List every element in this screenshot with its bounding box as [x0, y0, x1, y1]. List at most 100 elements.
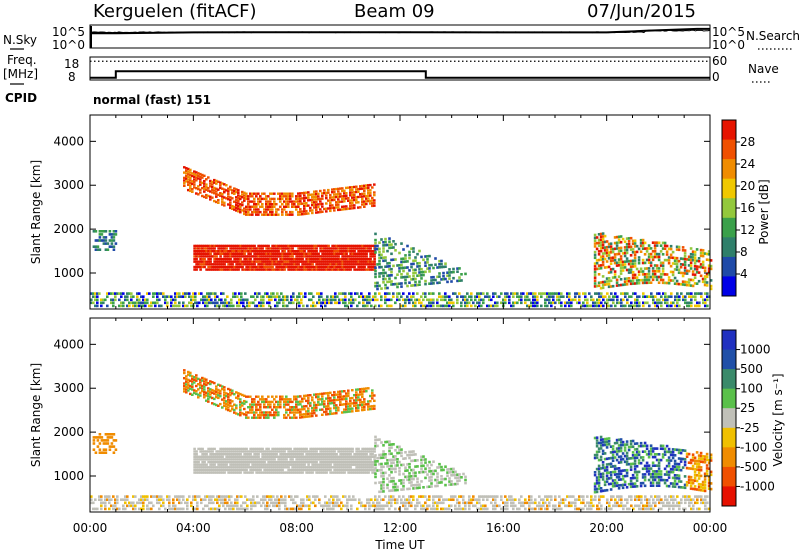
power-cell — [605, 265, 609, 269]
power-cell — [282, 298, 285, 302]
power-cell — [376, 287, 379, 291]
power-cell — [317, 265, 320, 269]
velocity-cell — [670, 498, 673, 501]
power-cell — [690, 295, 693, 298]
velocity-cell — [235, 458, 238, 461]
power-cell — [299, 210, 302, 213]
power-cell — [428, 264, 431, 267]
power-cell — [550, 292, 553, 295]
power-cell — [301, 268, 304, 271]
velocity-cell — [706, 507, 709, 511]
power-cell — [291, 192, 294, 195]
power-cell — [341, 250, 344, 253]
power-cell — [237, 260, 240, 263]
velocity-cell — [359, 403, 362, 407]
power-cell — [221, 198, 224, 201]
power-cell — [221, 192, 224, 196]
power-cell — [269, 260, 272, 263]
power-cell — [486, 292, 489, 295]
velocity-cell — [438, 501, 441, 505]
power-cell — [623, 263, 627, 266]
power-cell — [215, 265, 218, 269]
velocity-cell — [594, 495, 597, 498]
power-cell — [374, 272, 377, 276]
velocity-cell — [279, 395, 282, 398]
power-cell — [371, 268, 374, 271]
velocity-cell — [199, 381, 202, 384]
power-cell — [476, 292, 479, 295]
power-cell — [215, 252, 218, 255]
velocity-cell — [235, 455, 238, 458]
velocity-cell — [209, 453, 212, 456]
velocity-cell — [250, 501, 253, 505]
power-cell — [402, 248, 405, 251]
power-cell — [315, 244, 318, 248]
power-cell — [303, 210, 306, 213]
velocity-cell — [404, 507, 407, 511]
power-cell — [230, 304, 233, 308]
power-cell — [267, 252, 270, 255]
power-cell — [630, 304, 633, 308]
velocity-cell — [256, 495, 259, 498]
velocity-cell — [668, 501, 671, 505]
power-cell — [345, 205, 348, 208]
power-cell — [207, 176, 210, 179]
velocity-cell — [207, 395, 210, 398]
power-cell — [378, 275, 381, 278]
power-cell — [355, 201, 358, 204]
power-cell — [635, 244, 639, 248]
power-cell — [466, 292, 469, 295]
power-cell — [617, 258, 621, 261]
velocity-cell — [283, 398, 286, 401]
power-cell — [670, 304, 673, 308]
power-cell — [220, 298, 223, 302]
power-cell — [290, 295, 293, 298]
power-cell — [277, 260, 280, 263]
velocity-cell — [347, 410, 350, 413]
power-cell — [705, 252, 709, 256]
power-cell — [693, 273, 697, 277]
velocity-cell — [209, 396, 212, 399]
power-cell — [341, 187, 344, 190]
velocity-cell — [288, 495, 291, 498]
velocity-cell — [536, 504, 539, 508]
power-cell — [458, 276, 461, 279]
power-cell — [323, 252, 326, 255]
power-cell — [402, 304, 405, 308]
power-cell — [556, 295, 559, 298]
velocity-cell — [231, 460, 234, 464]
power-cell — [703, 275, 707, 278]
power-cell — [289, 213, 292, 216]
power-cell — [412, 259, 415, 263]
power-cell — [267, 255, 270, 258]
power-cell — [289, 265, 292, 269]
power-cell — [398, 264, 401, 267]
velocity-cell — [704, 507, 707, 511]
velocity-cell — [360, 504, 363, 508]
power-cell — [365, 268, 368, 271]
power-cell — [696, 301, 699, 305]
power-cell — [609, 279, 613, 283]
power-cell — [406, 272, 409, 275]
velocity-cell — [408, 504, 411, 508]
power-cell — [185, 174, 188, 178]
power-cell — [237, 244, 240, 248]
velocity-cell — [524, 501, 527, 505]
power-cell — [102, 301, 105, 305]
power-cell — [390, 252, 393, 256]
power-cell — [625, 243, 629, 246]
velocity-cell — [241, 450, 244, 453]
power-cell — [321, 194, 324, 198]
power-cell — [343, 252, 346, 255]
velocity-cell — [187, 386, 190, 389]
velocity-cell — [588, 507, 591, 511]
velocity-cell — [237, 466, 240, 469]
power-cell — [222, 304, 225, 308]
velocity-cell — [178, 507, 181, 511]
power-cell — [695, 248, 699, 251]
velocity-cell — [554, 507, 557, 511]
power-cell — [243, 191, 246, 194]
velocity-cell — [484, 495, 487, 498]
velocity-cell — [201, 468, 204, 472]
